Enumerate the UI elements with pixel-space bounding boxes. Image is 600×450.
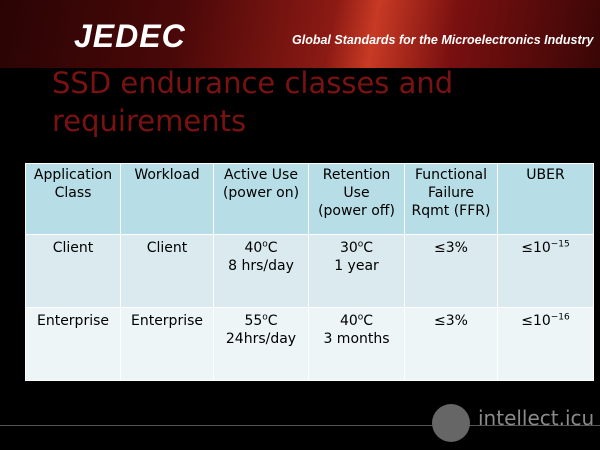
text: Class	[54, 185, 92, 201]
table-cell: Retention Use (power off)	[308, 163, 405, 235]
cell-line: 8 hrs/day	[215, 257, 307, 275]
cell-line: ≤10−15	[499, 239, 592, 257]
cell-line: Failure	[406, 184, 496, 202]
divider	[0, 425, 600, 426]
cell-line: 30oC	[310, 239, 403, 257]
cell-line: Rqmt (FFR)	[406, 202, 496, 220]
table-cell: UBER	[497, 163, 594, 235]
table-cell: Enterprise	[25, 307, 121, 381]
text: Rqmt (FFR)	[411, 203, 491, 219]
cell-line: Use	[310, 184, 403, 202]
tagline: Global Standards for the Microelectronic…	[292, 33, 594, 47]
table-cell: 55oC 24hrs/day	[213, 307, 309, 381]
text: 40	[339, 313, 358, 329]
table-cell: ≤10−15	[497, 234, 594, 308]
text: 30	[339, 240, 358, 256]
table-cell: 40oC 3 months	[308, 307, 405, 381]
watermark: intellect.icu	[478, 406, 595, 430]
cell-line: Workload	[122, 166, 212, 184]
table-cell: ≤3%	[404, 234, 498, 308]
cell-line: Active Use	[215, 166, 307, 184]
text: UBER	[526, 167, 565, 183]
text: ≤3%	[434, 240, 468, 256]
text: ≤10	[521, 313, 551, 329]
table-cell: Enterprise	[120, 307, 214, 381]
text: C	[267, 313, 278, 329]
text: 8 hrs/day	[228, 258, 294, 274]
table-row: Enterprise Enterprise 55oC 24hrs/day 40oC 3 m…	[25, 307, 594, 381]
superscript: o	[357, 312, 364, 323]
superscript: −15	[550, 239, 570, 250]
header-band: JEDEC Global Standards for the Microelec…	[0, 0, 600, 68]
text: (power off)	[318, 203, 395, 219]
table-row: Client Client 40oC 8 hrs/day 30oC 1 year ≤3% ≤1…	[25, 234, 594, 308]
slide-title: SSD endurance classes and requirements	[52, 66, 454, 138]
text: Application	[33, 167, 113, 183]
text: 55	[244, 313, 263, 329]
cell-line: (power on)	[215, 184, 307, 202]
cell-line: 40oC	[215, 239, 307, 257]
text: 1 year	[334, 258, 379, 274]
text: ≤10	[521, 240, 551, 256]
cell-line: Application	[27, 166, 119, 184]
table-cell: Client	[120, 234, 214, 308]
cell-line: (power off)	[310, 202, 403, 220]
table-cell: 40oC 8 hrs/day	[213, 234, 309, 308]
superscript: o	[262, 312, 268, 323]
cell-line: 55oC	[215, 312, 307, 330]
cell-line: 24hrs/day	[215, 330, 307, 348]
table-cell: Functional Failure Rqmt (FFR)	[404, 163, 498, 235]
text: Active Use	[224, 167, 298, 183]
cell-line: UBER	[499, 166, 592, 184]
cell-line: 40oC	[310, 312, 403, 330]
cell-line: Client	[122, 239, 212, 257]
text: 24hrs/day	[225, 331, 297, 347]
cell-line: Functional	[406, 166, 496, 184]
table-cell: Client	[25, 234, 121, 308]
cell-line: ≤3%	[406, 312, 496, 330]
text: C	[363, 313, 374, 329]
cell-line: Class	[27, 184, 119, 202]
cell-line: Enterprise	[122, 312, 212, 330]
text: Client	[146, 240, 188, 256]
text: Functional	[414, 167, 488, 183]
table-cell: Application Class	[25, 163, 121, 235]
cell-line: ≤3%	[406, 239, 496, 257]
superscript: −16	[550, 312, 570, 323]
table-cell: 30oC 1 year	[308, 234, 405, 308]
text: 3 months	[323, 331, 390, 347]
table-cell: ≤10−16	[497, 307, 594, 381]
text: Enterprise	[130, 313, 204, 329]
table-cell: Workload	[120, 163, 214, 235]
watermark-icon	[432, 404, 470, 442]
table-cell: Active Use (power on)	[213, 163, 309, 235]
text: C	[267, 240, 278, 256]
text: Enterprise	[36, 313, 110, 329]
text: Client	[52, 240, 94, 256]
header-row: Application Class Workload Active Use (power…	[25, 163, 594, 235]
cell-line: Enterprise	[27, 312, 119, 330]
text: 40	[244, 240, 263, 256]
text: Failure	[427, 185, 475, 201]
text: Workload	[134, 167, 200, 183]
text: Retention	[322, 167, 391, 183]
table-cell: ≤3%	[404, 307, 498, 381]
table: Application Class Workload Active Use (power…	[25, 163, 594, 381]
cell-line: Retention	[310, 166, 403, 184]
cell-line: ≤10−16	[499, 312, 592, 330]
text: C	[363, 240, 374, 256]
superscript: o	[357, 239, 364, 250]
text: ≤3%	[434, 313, 468, 329]
text: Use	[343, 185, 370, 201]
superscript: o	[262, 239, 268, 250]
text: (power on)	[222, 185, 300, 201]
logo: JEDEC	[74, 18, 186, 54]
cell-line: 1 year	[310, 257, 403, 275]
cell-line: 3 months	[310, 330, 403, 348]
cell-line: Client	[27, 239, 119, 257]
